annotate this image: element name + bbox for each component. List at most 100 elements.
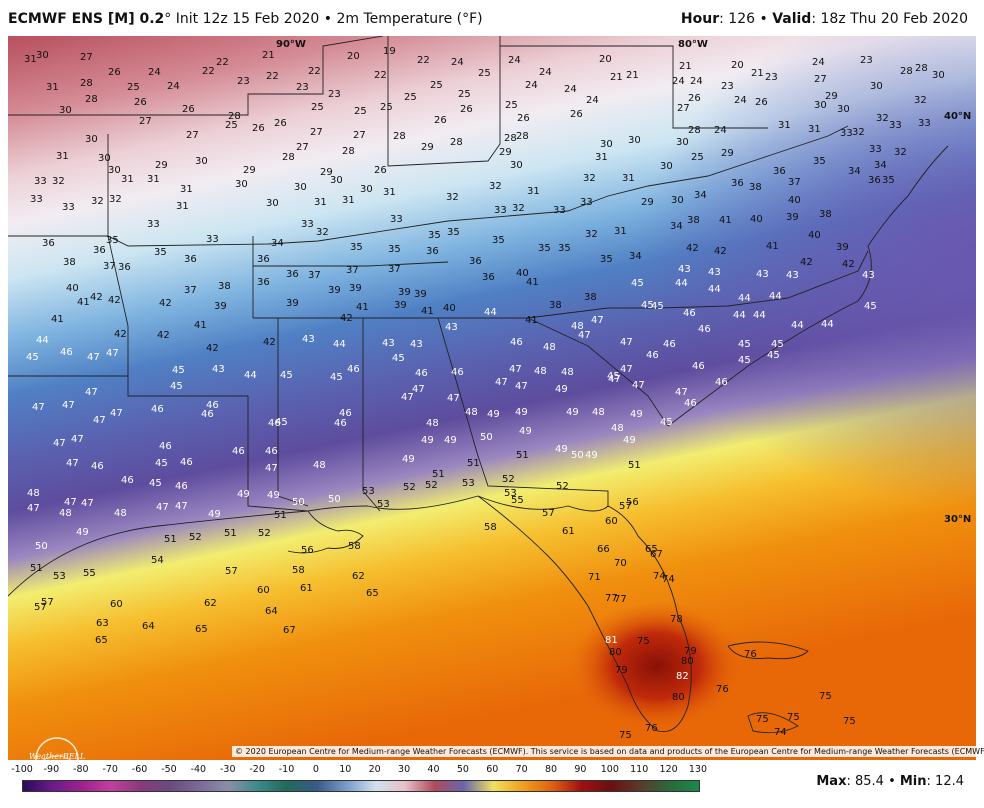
temperature-value: 45 — [631, 278, 644, 289]
min-value: 12.4 — [935, 774, 964, 789]
temperature-value: 28 — [915, 63, 928, 74]
colorbar-tick: 110 — [630, 764, 649, 775]
temperature-value: 41 — [356, 302, 369, 313]
temperature-value: 28 — [504, 133, 517, 144]
temperature-value: 36 — [286, 269, 299, 280]
temperature-value: 48 — [592, 407, 605, 418]
temperature-value: 35 — [600, 254, 613, 265]
temperature-value: 45 — [280, 370, 293, 381]
max-label: Max — [816, 774, 847, 789]
temperature-value: 20 — [731, 60, 744, 71]
temperature-value: 46 — [415, 368, 428, 379]
temperature-value: 44 — [484, 307, 497, 318]
copyright-notice: © 2020 European Centre for Medium-range … — [232, 746, 984, 757]
temperature-value: 47 — [495, 377, 508, 388]
temperature-value: 27 — [353, 130, 366, 141]
temperature-value: 63 — [96, 618, 109, 629]
temperature-value: 46 — [715, 377, 728, 388]
temperature-value: 77 — [614, 594, 627, 605]
temperature-value: 36 — [482, 272, 495, 283]
colorbar-tick: 20 — [368, 764, 381, 775]
temperature-value: 32 — [489, 181, 502, 192]
temperature-value: 76 — [645, 723, 658, 734]
temperature-value: 41 — [77, 297, 90, 308]
temperature-value: 30 — [676, 137, 689, 148]
temperature-value: 62 — [204, 598, 217, 609]
temperature-value: 34 — [629, 251, 642, 262]
temperature-value: 40 — [516, 268, 529, 279]
temperature-value: 26 — [517, 113, 530, 124]
hour-label: Hour — [680, 11, 720, 27]
temperature-value: 33 — [840, 128, 853, 139]
temperature-value: 36 — [42, 238, 55, 249]
temperature-value: 29 — [825, 91, 838, 102]
colorbar-tick: -50 — [161, 764, 177, 775]
temperature-value: 31 — [121, 174, 134, 185]
colorbar-tick: 50 — [456, 764, 469, 775]
temperature-value: 50 — [480, 432, 493, 443]
colorbar-tick: -90 — [43, 764, 60, 775]
temperature-value: 40 — [443, 303, 456, 314]
temperature-field — [8, 36, 976, 760]
temperature-value: 53 — [53, 571, 66, 582]
temperature-value: 47 — [81, 498, 94, 509]
temperature-value: 22 — [202, 66, 215, 77]
temperature-value: 32 — [852, 127, 865, 138]
temperature-value: 46 — [339, 408, 352, 419]
temperature-value: 47 — [71, 434, 84, 445]
temperature-value: 38 — [749, 182, 762, 193]
temperature-value: 47 — [53, 438, 66, 449]
temperature-value: 24 — [812, 57, 825, 68]
temperature-value: 52 — [556, 481, 569, 492]
temperature-value: 56 — [301, 545, 314, 556]
temperature-value: 60 — [605, 516, 618, 527]
temperature-value: 42 — [108, 295, 121, 306]
temperature-map[interactable]: 90°W 80°W 40°N 30°N WeatherBELL 31 30 27 26… — [8, 36, 976, 760]
temperature-value: 26 — [755, 97, 768, 108]
temperature-value: 45 — [172, 365, 185, 376]
temperature-value: 46 — [663, 339, 676, 350]
temperature-value: 36 — [868, 175, 881, 186]
temperature-value: 35 — [882, 175, 895, 186]
temperature-value: 52 — [425, 480, 438, 491]
temperature-value: 28 — [282, 152, 295, 163]
colorbar-tick: 60 — [486, 764, 499, 775]
temperature-value: 24 — [586, 95, 599, 106]
temperature-value: 55 — [511, 495, 524, 506]
temperature-value: 30 — [660, 161, 673, 172]
temperature-value: 31 — [180, 184, 193, 195]
temperature-value: 31 — [147, 174, 160, 185]
temperature-value: 82 — [676, 671, 689, 682]
temperature-value: 46 — [232, 446, 245, 457]
temperature-value: 30 — [814, 100, 827, 111]
temperature-value: 46 — [159, 441, 172, 452]
temperature-value: 41 — [526, 277, 539, 288]
temperature-value: 46 — [201, 409, 214, 420]
temperature-value: 30 — [330, 175, 343, 186]
temperature-value: 25 — [505, 100, 518, 111]
temperature-value: 41 — [421, 306, 434, 317]
temperature-value: 33 — [301, 219, 314, 230]
colorbar-tick: -70 — [102, 764, 118, 775]
temperature-value: 24 — [525, 80, 538, 91]
temperature-value: 30 — [837, 104, 850, 115]
temperature-value: 43 — [862, 270, 875, 281]
temperature-value: 46 — [175, 481, 188, 492]
temperature-value: 32 — [316, 227, 329, 238]
temperature-value: 28 — [342, 146, 355, 157]
temperature-value: 46 — [268, 418, 281, 429]
temperature-value: 31 — [527, 186, 540, 197]
logo-text: WeatherBELL — [28, 752, 86, 760]
temperature-value: 36 — [731, 178, 744, 189]
temperature-value: 26 — [460, 104, 473, 115]
temperature-value: 30 — [932, 70, 945, 81]
temperature-value: 37 — [346, 265, 359, 276]
temperature-value: 47 — [608, 374, 621, 385]
temperature-value: 21 — [610, 72, 623, 83]
temperature-value: 49 — [585, 450, 598, 461]
temperature-value: 31 — [808, 124, 821, 135]
temperature-value: 46 — [91, 461, 104, 472]
temperature-value: 44 — [791, 320, 804, 331]
temperature-value: 48 — [313, 460, 326, 471]
colorbar-tick: 120 — [659, 764, 678, 775]
